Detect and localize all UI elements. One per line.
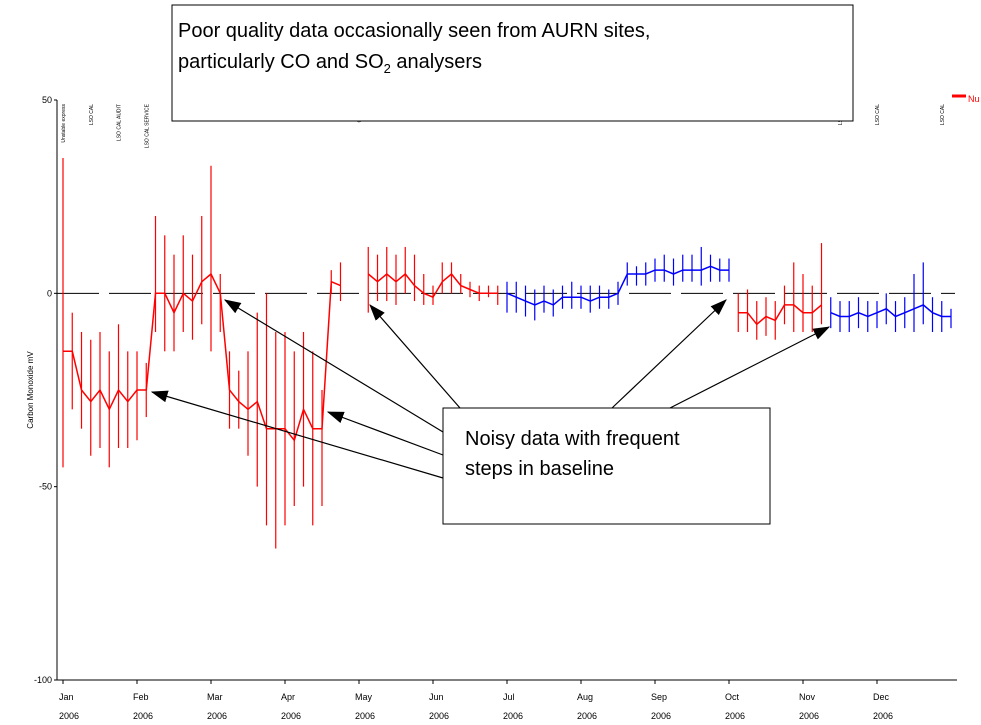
x-tick-label: Apr [281,692,295,702]
x-tick-label: Nov [799,692,816,702]
x-tick-label: Dec [873,692,890,702]
x-tick-label: Feb [133,692,149,702]
top-label: LSO CAL SERVICE [144,103,150,148]
series-line [506,265,951,318]
x-tick-label: May [355,692,373,702]
note-text: Poor quality data occasionally seen from… [178,20,650,42]
x-tick-label: Jul [503,692,515,702]
note-text: particularly CO and SO [178,51,384,73]
x-tick-label: 2006 [207,711,227,721]
plot-area: 50 0 -50 -100 Jan 2006 Feb 2006 Mar 2006 Apr 2006 Ma… [34,95,955,721]
x-tick-label: 2006 [429,711,449,721]
top-label: Unstable express [61,104,67,143]
x-tick-label: 2006 [873,711,893,721]
x-tick-label: Jan [59,692,74,702]
series-line [63,272,822,442]
y-tick-label: -100 [34,675,52,685]
x-tick-label: 2006 [281,711,301,721]
x-tick-label: 2006 [133,711,153,721]
note-text: Noisy data with frequent [465,428,680,450]
x-tick-label: 2006 [651,711,671,721]
y-tick-label: 50 [42,95,52,105]
note-box [442,407,771,525]
x-tick-label: Oct [725,692,740,702]
x-tick-label: 2006 [799,711,819,721]
y-tick-label: 0 [47,288,52,298]
legend-label: Nu [968,94,980,104]
x-tick-label: Mar [207,692,223,702]
top-label: LSO CAL AUDIT [117,104,123,141]
note-text: steps in baseline [465,458,614,480]
x-tick-label: 2006 [725,711,745,721]
x-tick-label: 2006 [577,711,597,721]
x-tick-label: 2006 [503,711,523,721]
note-subscript: 2 [384,61,391,76]
x-tick-label: 2006 [355,711,375,721]
top-label: LSO CAL [89,104,95,125]
top-label: LSO CAL [940,104,946,125]
x-tick-label: Sep [651,692,667,702]
y-tick-label: -50 [39,482,52,492]
x-tick-label: 2006 [59,711,79,721]
note-text: analysers [391,51,482,73]
top-label: LSO CAL [875,104,881,125]
x-tick-label: Jun [429,692,444,702]
y-axis-label: Carbon Monoxide mV [26,351,35,429]
arrows [150,299,831,479]
note-box [171,4,854,122]
x-tick-label: Aug [577,692,593,702]
note-text: particularly CO and SO2 analysers [178,51,482,76]
